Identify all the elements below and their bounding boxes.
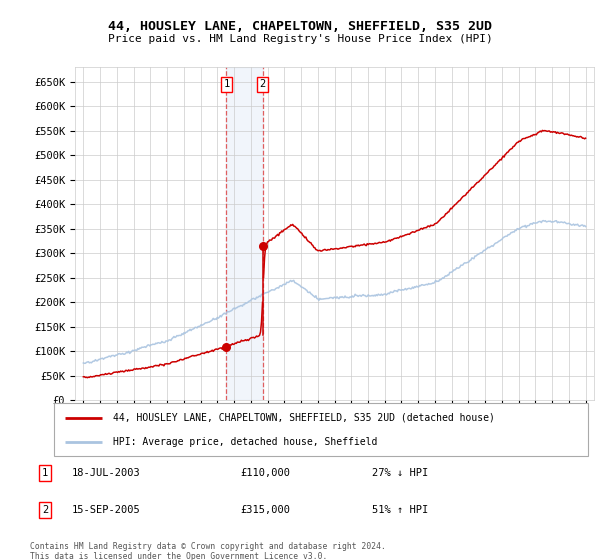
Text: £315,000: £315,000: [240, 505, 290, 515]
Text: HPI: Average price, detached house, Sheffield: HPI: Average price, detached house, Shef…: [113, 437, 377, 447]
Text: 51% ↑ HPI: 51% ↑ HPI: [372, 505, 428, 515]
Text: 44, HOUSLEY LANE, CHAPELTOWN, SHEFFIELD, S35 2UD: 44, HOUSLEY LANE, CHAPELTOWN, SHEFFIELD,…: [108, 20, 492, 32]
Bar: [226, 67, 263, 400]
Text: 27% ↓ HPI: 27% ↓ HPI: [372, 468, 428, 478]
Text: 1: 1: [42, 468, 48, 478]
Text: 2: 2: [42, 505, 48, 515]
Text: Price paid vs. HM Land Registry's House Price Index (HPI): Price paid vs. HM Land Registry's House …: [107, 34, 493, 44]
Text: 44, HOUSLEY LANE, CHAPELTOWN, SHEFFIELD, S35 2UD (detached house): 44, HOUSLEY LANE, CHAPELTOWN, SHEFFIELD,…: [113, 413, 494, 423]
Text: Contains HM Land Registry data © Crown copyright and database right 2024.
This d: Contains HM Land Registry data © Crown c…: [30, 542, 386, 560]
Text: 2: 2: [260, 80, 266, 90]
Text: 18-JUL-2003: 18-JUL-2003: [72, 468, 141, 478]
Text: 1: 1: [223, 80, 229, 90]
Text: 15-SEP-2005: 15-SEP-2005: [72, 505, 141, 515]
Text: £110,000: £110,000: [240, 468, 290, 478]
FancyBboxPatch shape: [54, 403, 588, 456]
